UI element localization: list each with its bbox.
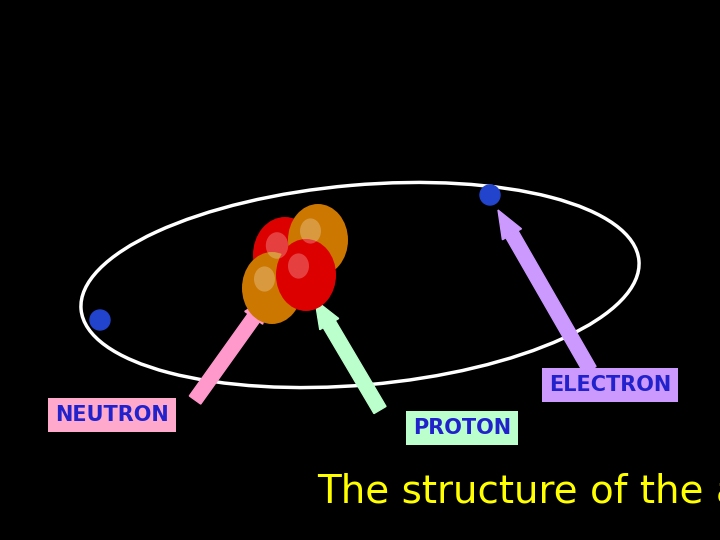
Circle shape: [480, 185, 500, 205]
Ellipse shape: [266, 232, 288, 259]
Ellipse shape: [253, 217, 317, 293]
FancyArrow shape: [189, 295, 270, 404]
Ellipse shape: [300, 218, 321, 244]
Ellipse shape: [288, 253, 309, 279]
Ellipse shape: [276, 239, 336, 311]
FancyArrow shape: [315, 300, 386, 414]
Circle shape: [90, 310, 110, 330]
Ellipse shape: [288, 204, 348, 276]
Ellipse shape: [254, 266, 275, 292]
Text: PROTON: PROTON: [413, 418, 511, 438]
Ellipse shape: [242, 252, 302, 324]
Text: The structure of the atom: The structure of the atom: [317, 472, 720, 510]
Text: ELECTRON: ELECTRON: [549, 375, 671, 395]
Text: NEUTRON: NEUTRON: [55, 405, 169, 425]
FancyArrow shape: [498, 210, 596, 374]
